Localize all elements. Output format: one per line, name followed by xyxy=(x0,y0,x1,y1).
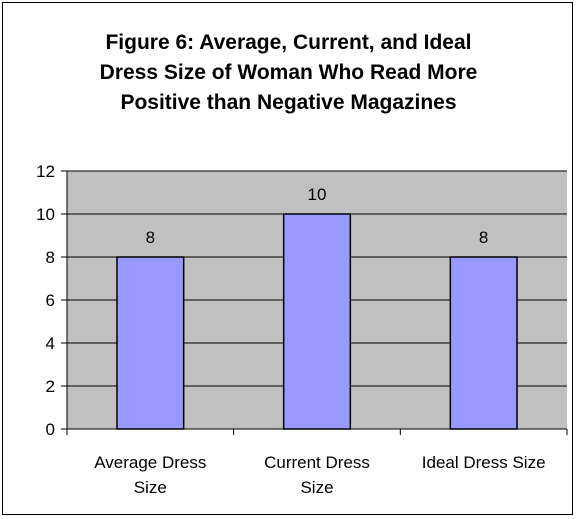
x-category-label: Current Dress xyxy=(264,453,370,472)
bars xyxy=(116,213,518,430)
y-tick-label: 4 xyxy=(46,334,55,353)
x-category-label: Size xyxy=(300,478,333,497)
labels: 0 2 4 6 8 10 12 8 Average Dress Size 10 Current Dre… xyxy=(36,162,545,497)
x-category-label: Ideal Dress Size xyxy=(422,453,546,472)
chart-title-line-1: Figure 6: Average, Current, and Ideal xyxy=(105,31,472,54)
bar xyxy=(116,256,185,430)
chart-title: Figure 6: Average, Current, and Ideal Dr… xyxy=(20,28,557,118)
chart-title-line-2: Dress Size of Woman Who Read More xyxy=(99,61,478,84)
y-tick-label: 6 xyxy=(46,291,55,310)
data-label: 8 xyxy=(479,228,488,247)
y-tick-label: 2 xyxy=(46,377,55,396)
bar xyxy=(282,213,352,430)
y-tick-label: 0 xyxy=(46,420,55,439)
data-label: 10 xyxy=(308,185,327,204)
data-label: 8 xyxy=(146,228,155,247)
x-category-label: Average Dress xyxy=(94,453,206,472)
y-tick-label: 10 xyxy=(36,205,55,224)
x-category-label: Size xyxy=(134,478,167,497)
chart-title-line-3: Positive than Negative Magazines xyxy=(120,91,457,114)
y-tick-label: 12 xyxy=(36,162,55,181)
bar xyxy=(449,256,518,430)
y-tick-label: 8 xyxy=(46,248,55,267)
